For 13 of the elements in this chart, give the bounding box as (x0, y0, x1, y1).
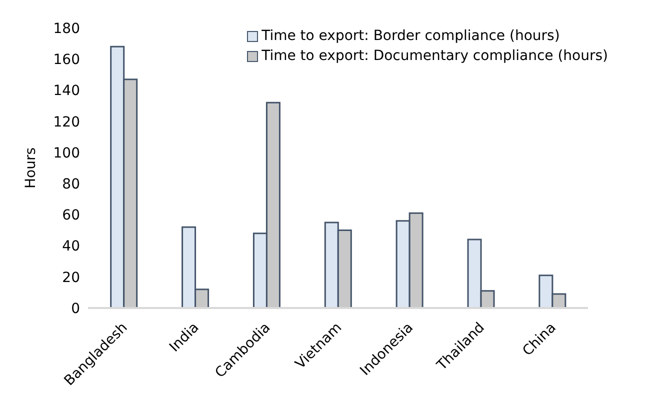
y-tick-label: 40 (62, 238, 80, 255)
y-tick-label: 100 (53, 145, 80, 162)
y-tick-label: 60 (62, 208, 80, 224)
y-axis-title: Hours (22, 147, 39, 189)
y-tick-label: 180 (53, 20, 80, 37)
y-tick-label: 140 (53, 83, 80, 100)
y-tick-label: 0 (71, 300, 80, 317)
y-tick-label: 160 (53, 52, 80, 68)
y-tick-label: 20 (62, 270, 80, 286)
legend-label: Time to export: Documentary compliance (hours) (262, 47, 608, 66)
y-tick-label: 80 (62, 176, 80, 193)
legend-label: Time to export: Border compliance (hours) (262, 27, 560, 46)
y-tick-label: 120 (53, 114, 80, 130)
